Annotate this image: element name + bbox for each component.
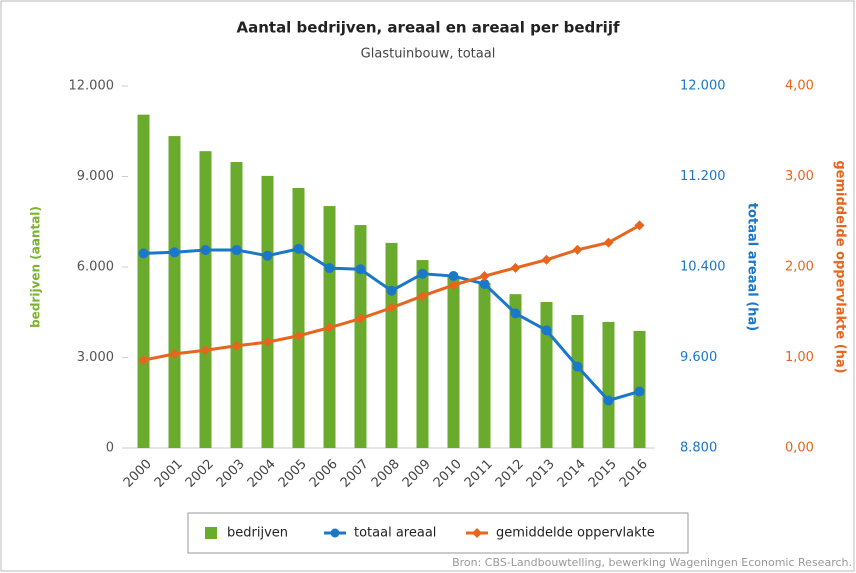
- marker: [355, 313, 366, 324]
- bar: [137, 114, 150, 449]
- legend-label: totaal areaal: [354, 526, 436, 541]
- tick-label: 3,00: [785, 169, 814, 184]
- marker: [448, 271, 459, 282]
- marker: [417, 290, 428, 301]
- bar: [261, 175, 274, 448]
- marker: [169, 348, 180, 359]
- bar: [602, 321, 615, 448]
- marker: [541, 254, 552, 265]
- marker: [262, 250, 273, 261]
- marker: [603, 395, 614, 406]
- tick-label: 0,00: [785, 441, 814, 456]
- bar: [230, 162, 243, 448]
- bar: [540, 301, 553, 448]
- bar: [385, 242, 398, 448]
- tick-label: 2,00: [785, 260, 814, 275]
- marker: [510, 308, 521, 319]
- tick-label: 9.600: [680, 350, 717, 365]
- tick-label: 8.800: [680, 441, 717, 456]
- legend-label: bedrijven: [227, 526, 288, 541]
- tick-label: 12.000: [680, 79, 726, 94]
- bar: [416, 260, 429, 448]
- bar: [571, 314, 584, 448]
- bar: [509, 294, 522, 448]
- tick-label: 0: [106, 441, 114, 456]
- marker: [634, 386, 645, 397]
- marker: [231, 340, 242, 351]
- marker: [479, 278, 490, 289]
- legend-label: gemiddelde oppervlakte: [496, 526, 655, 541]
- marker: [541, 325, 552, 336]
- tick-label: 9.000: [77, 169, 114, 184]
- marker: [448, 280, 459, 291]
- marker: [510, 262, 521, 273]
- bar: [478, 282, 491, 448]
- marker: [231, 245, 242, 256]
- tick-label: 11.200: [680, 169, 726, 184]
- marker: [324, 263, 335, 274]
- bar: [199, 151, 212, 448]
- bar: [292, 187, 305, 449]
- legend: [187, 512, 689, 554]
- tick-label: 1,00: [785, 350, 814, 365]
- bar: [447, 276, 460, 448]
- marker: [200, 245, 211, 256]
- chart-subtitle: Glastuinbouw, totaal: [361, 47, 496, 62]
- marker: [572, 361, 583, 372]
- bar: [354, 225, 367, 448]
- marker: [138, 248, 149, 259]
- marker: [479, 271, 490, 282]
- marker: [169, 247, 180, 258]
- legend-swatch: [472, 528, 482, 538]
- source: Bron: CBS-Landbouwtelling, bewerking Wag…: [452, 556, 852, 569]
- marker: [572, 244, 583, 255]
- marker: [293, 330, 304, 341]
- y-axis-title: bedrijven (aantal): [29, 206, 43, 328]
- tick-label: 3.000: [77, 350, 114, 365]
- y3-axis-title: gemiddelde oppervlakte (ha): [833, 160, 848, 373]
- y2-axis-title: totaal areaal (ha): [745, 203, 760, 331]
- marker: [293, 243, 304, 254]
- tick-label: 4,00: [785, 79, 814, 94]
- chart-title: Aantal bedrijven, areaal en areaal per b…: [236, 19, 619, 37]
- tick-label: 10.400: [680, 260, 726, 275]
- marker: [262, 337, 273, 348]
- marker: [200, 345, 211, 356]
- marker: [417, 268, 428, 279]
- marker: [603, 237, 614, 248]
- marker: [634, 220, 645, 231]
- bar: [168, 136, 181, 448]
- marker: [386, 285, 397, 296]
- marker: [386, 302, 397, 313]
- marker: [138, 355, 149, 366]
- marker: [355, 264, 366, 275]
- tick-label: 6.000: [77, 260, 114, 275]
- legend-swatch: [205, 527, 217, 539]
- legend-swatch: [330, 528, 340, 538]
- tick-label: 12.000: [69, 79, 115, 94]
- marker: [324, 322, 335, 333]
